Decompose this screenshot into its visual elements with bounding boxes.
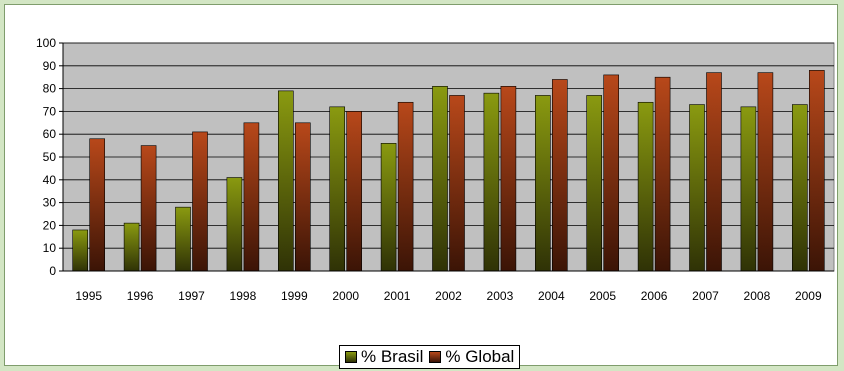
x-tick-label: 2009: [795, 289, 822, 303]
bar-global-2001: [397, 101, 414, 272]
y-tick-label: 30: [43, 196, 57, 210]
x-tick-label: 1998: [230, 289, 257, 303]
bar-global-2004: [551, 79, 568, 272]
bar-brasil-2001: [380, 143, 397, 272]
bar-brasil-2006: [637, 101, 654, 272]
bar-brasil-2004: [534, 95, 551, 272]
x-tick-label: 2003: [487, 289, 514, 303]
y-tick-label: 10: [43, 241, 57, 255]
bar-brasil-2009: [791, 104, 808, 272]
bar-brasil-2003: [483, 92, 500, 272]
bar-global-2005: [603, 74, 620, 272]
bar-brasil-2008: [740, 106, 757, 272]
y-tick-label: 60: [43, 127, 57, 141]
y-tick-label: 40: [43, 173, 57, 187]
bar-global-1999: [294, 122, 311, 272]
legend-label-global: % Global: [445, 347, 515, 366]
bar-global-1996: [140, 145, 157, 272]
bar-brasil-2002: [432, 86, 448, 272]
x-tick-label: 2005: [589, 289, 616, 303]
bar-global-2000: [346, 111, 363, 272]
bar-brasil-2000: [329, 106, 346, 272]
y-tick-label: 20: [43, 218, 57, 232]
bar-global-1998: [243, 122, 260, 272]
bar-global-2002: [449, 95, 465, 272]
bar-brasil-1997: [175, 206, 191, 272]
legend-label-brasil: % Brasil: [361, 347, 424, 366]
legend-swatch-global: [429, 351, 442, 363]
x-tick-label: 2008: [744, 289, 771, 303]
x-tick-label: 2007: [692, 289, 719, 303]
bar-chart: 0 10 20 30 40 50 60 70 80 90 100 1995 1996 1997 1998 19…: [36, 36, 835, 303]
bar-brasil-1995: [72, 229, 88, 272]
x-tick-label: 2002: [435, 289, 462, 303]
bar-global-2008: [757, 72, 774, 272]
x-tick-label: 1997: [178, 289, 205, 303]
bar-global-1995: [89, 138, 105, 272]
y-tick-label: 90: [43, 59, 57, 73]
x-tick-label: 1996: [127, 289, 154, 303]
bar-global-2006: [654, 76, 671, 272]
x-tick-label: 1999: [281, 289, 308, 303]
y-tick-label: 50: [43, 150, 57, 164]
legend-item-brasil: % Brasil: [345, 347, 423, 367]
bar-brasil-1998: [226, 177, 243, 272]
y-tick-label: 0: [49, 264, 56, 278]
x-tick-label: 1995: [75, 289, 102, 303]
bar-global-2007: [706, 72, 722, 272]
bar-brasil-1999: [277, 90, 294, 272]
x-tick-label: 2004: [538, 289, 565, 303]
y-tick-label: 100: [36, 36, 56, 50]
y-tick-label: 70: [43, 104, 57, 118]
chart-frame: 0 10 20 30 40 50 60 70 80 90 100 1995 1996 1997 1998 19…: [4, 4, 838, 369]
x-tick-label: 2000: [332, 289, 359, 303]
legend: % Brasil % Global: [339, 345, 521, 369]
legend-swatch-brasil: [345, 351, 357, 363]
x-tick-label: 2001: [384, 289, 411, 303]
x-tick-label: 2006: [641, 289, 668, 303]
bar-global-2003: [500, 86, 517, 272]
bar-brasil-2005: [586, 95, 603, 272]
bar-brasil-2007: [689, 104, 705, 272]
bar-global-2009: [808, 70, 825, 272]
legend-item-global: % Global: [429, 347, 514, 367]
bar-brasil-1996: [123, 222, 140, 272]
y-tick-label: 80: [43, 82, 57, 96]
bar-global-1997: [192, 131, 208, 272]
